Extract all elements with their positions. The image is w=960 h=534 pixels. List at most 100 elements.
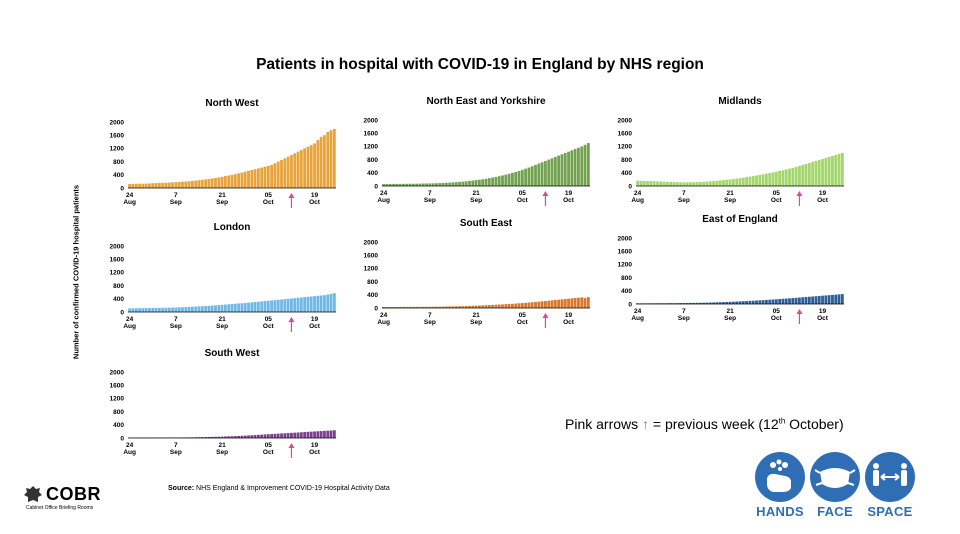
data-bar bbox=[821, 158, 824, 186]
y-tick-label: 400 bbox=[113, 296, 124, 303]
data-bar bbox=[332, 293, 336, 312]
note-sup: th bbox=[778, 416, 786, 426]
data-bar bbox=[507, 303, 511, 308]
y-tick-label: 1200 bbox=[364, 144, 379, 151]
data-bar bbox=[323, 295, 326, 312]
x-tick-label: 24 bbox=[634, 190, 642, 197]
x-tick-label: 24 bbox=[126, 316, 134, 323]
data-bar bbox=[527, 167, 531, 186]
data-bar bbox=[405, 306, 409, 308]
y-tick-label: 0 bbox=[120, 309, 124, 316]
face-mask-icon bbox=[810, 452, 860, 502]
data-bar bbox=[167, 307, 171, 312]
x-tick-label: 7 bbox=[174, 192, 178, 199]
data-bar bbox=[468, 305, 471, 308]
data-bar bbox=[468, 180, 471, 186]
data-bar bbox=[735, 301, 739, 304]
data-bar bbox=[669, 303, 673, 304]
data-bar bbox=[781, 298, 785, 304]
data-bar bbox=[243, 171, 247, 188]
data-bar bbox=[270, 300, 274, 312]
data-bar bbox=[758, 300, 762, 304]
data-bar bbox=[286, 433, 290, 438]
data-bar bbox=[329, 293, 333, 312]
data-bar bbox=[385, 184, 389, 186]
data-bar bbox=[679, 303, 682, 304]
data-bar bbox=[233, 436, 237, 438]
x-tick-label: 7 bbox=[428, 190, 432, 197]
data-bar bbox=[484, 305, 488, 308]
data-bar bbox=[840, 153, 844, 186]
y-tick-label: 400 bbox=[367, 170, 378, 177]
data-bar bbox=[583, 298, 587, 308]
x-tick-label: Aug bbox=[123, 323, 136, 330]
data-bar bbox=[441, 306, 445, 308]
x-tick-label: Oct bbox=[563, 197, 575, 204]
data-bar bbox=[553, 156, 557, 186]
data-bar bbox=[266, 434, 270, 438]
y-tick-label: 400 bbox=[113, 422, 124, 429]
data-bar bbox=[695, 182, 699, 186]
data-bar bbox=[260, 434, 264, 438]
data-bar bbox=[283, 299, 287, 312]
data-bar bbox=[732, 179, 735, 186]
data-bar bbox=[840, 294, 844, 304]
data-bar bbox=[675, 303, 679, 304]
data-bar bbox=[553, 300, 557, 308]
data-bar bbox=[567, 151, 570, 186]
data-bar bbox=[428, 183, 432, 186]
data-bar bbox=[306, 431, 310, 438]
pink-arrow-marker bbox=[288, 193, 295, 208]
data-bar bbox=[197, 306, 201, 312]
x-tick-label: Sep bbox=[216, 323, 228, 330]
data-bar bbox=[151, 307, 155, 312]
data-bar bbox=[273, 300, 277, 312]
x-tick-label: 05 bbox=[265, 442, 273, 449]
data-bar bbox=[428, 306, 432, 308]
data-bar bbox=[741, 301, 745, 304]
x-tick-label: Oct bbox=[517, 319, 529, 326]
data-bar bbox=[431, 306, 435, 308]
data-bar bbox=[755, 300, 758, 304]
data-bar bbox=[748, 176, 752, 186]
data-bar bbox=[233, 303, 237, 312]
data-bar bbox=[194, 306, 198, 312]
x-tick-label: Aug bbox=[123, 199, 136, 206]
data-bar bbox=[309, 296, 313, 312]
data-bar bbox=[751, 176, 755, 186]
x-tick-label: 19 bbox=[819, 190, 827, 197]
note-text: = previous week (12 bbox=[652, 416, 779, 432]
data-bar bbox=[685, 303, 689, 304]
data-bar bbox=[326, 294, 330, 312]
source-text: NHS England & Improvement COVID-19 Hospi… bbox=[196, 485, 390, 492]
x-tick-label: 7 bbox=[174, 442, 178, 449]
chart-south-east: South East040080012001600200024Aug7Sep21… bbox=[364, 218, 590, 328]
data-bar bbox=[217, 177, 221, 188]
data-bar bbox=[237, 173, 240, 188]
y-tick-label: 2000 bbox=[110, 243, 125, 250]
data-bar bbox=[771, 172, 775, 186]
space-badge: SPACE bbox=[864, 452, 916, 519]
data-bar bbox=[547, 159, 551, 186]
data-bar bbox=[263, 434, 267, 438]
data-bar bbox=[398, 306, 402, 308]
data-bar bbox=[257, 168, 260, 188]
data-bar bbox=[250, 435, 254, 438]
y-tick-label: 1600 bbox=[110, 383, 125, 390]
data-bar bbox=[494, 304, 498, 308]
data-bar bbox=[283, 433, 287, 438]
data-bar bbox=[804, 163, 808, 186]
x-tick-label: Aug bbox=[377, 197, 390, 204]
data-bar bbox=[299, 432, 303, 438]
data-bar bbox=[725, 179, 729, 186]
panel-title: London bbox=[214, 222, 251, 233]
data-bar bbox=[313, 431, 316, 438]
data-bar bbox=[722, 180, 725, 186]
data-bar bbox=[448, 182, 452, 186]
data-bar bbox=[210, 436, 214, 438]
data-bar bbox=[705, 181, 709, 186]
data-bar bbox=[580, 297, 584, 308]
pink-arrow-marker bbox=[288, 443, 295, 458]
data-bar bbox=[286, 156, 290, 188]
data-bar bbox=[131, 308, 135, 312]
